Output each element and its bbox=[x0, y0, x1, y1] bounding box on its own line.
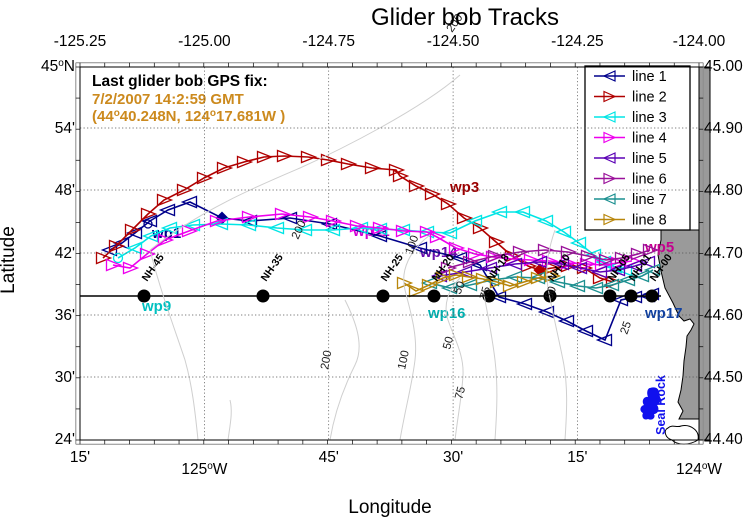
svg-text:30': 30' bbox=[55, 369, 75, 386]
svg-text:line 7: line 7 bbox=[632, 192, 667, 208]
svg-text:(44o40.248N, 124o17.681W ): (44o40.248N, 124o17.681W ) bbox=[92, 108, 285, 126]
svg-text:44.40: 44.40 bbox=[704, 431, 743, 448]
svg-text:line 8: line 8 bbox=[632, 213, 667, 229]
svg-text:45oN: 45oN bbox=[41, 58, 75, 76]
svg-text:-124.50: -124.50 bbox=[427, 33, 480, 50]
svg-text:36': 36' bbox=[55, 307, 75, 324]
svg-text:54': 54' bbox=[55, 120, 75, 137]
svg-text:line 6: line 6 bbox=[632, 172, 667, 188]
svg-text:Latitude: Latitude bbox=[0, 226, 19, 294]
svg-text:44.70: 44.70 bbox=[704, 245, 743, 262]
svg-text:15': 15' bbox=[567, 449, 587, 466]
svg-text:-125.25: -125.25 bbox=[54, 33, 107, 50]
svg-text:44.60: 44.60 bbox=[704, 307, 743, 324]
svg-text:44.50: 44.50 bbox=[704, 369, 743, 386]
svg-text:45': 45' bbox=[319, 449, 339, 466]
svg-text:44.80: 44.80 bbox=[704, 182, 743, 199]
svg-text:-124.25: -124.25 bbox=[551, 33, 604, 50]
svg-text:Last glider bob GPS fix:: Last glider bob GPS fix: bbox=[92, 73, 268, 90]
svg-text:line 3: line 3 bbox=[632, 110, 667, 126]
svg-text:48': 48' bbox=[55, 182, 75, 199]
svg-text:Longitude: Longitude bbox=[348, 497, 431, 518]
svg-text:Seal Rock: Seal Rock bbox=[654, 375, 668, 435]
svg-text:wp17: wp17 bbox=[644, 305, 683, 322]
svg-text:44.90: 44.90 bbox=[704, 120, 743, 137]
svg-text:45.00: 45.00 bbox=[704, 58, 743, 75]
svg-text:125oW: 125oW bbox=[181, 461, 227, 479]
svg-text:-124.00: -124.00 bbox=[673, 33, 726, 50]
svg-text:124oW: 124oW bbox=[676, 461, 722, 479]
svg-text:-125.00: -125.00 bbox=[178, 33, 231, 50]
svg-text:7/2/2007 14:2:59 GMT: 7/2/2007 14:2:59 GMT bbox=[92, 91, 244, 108]
svg-text:line 5: line 5 bbox=[632, 151, 667, 167]
svg-text:wp3: wp3 bbox=[449, 179, 479, 196]
svg-text:15': 15' bbox=[70, 449, 90, 466]
svg-text:Glider bob Tracks: Glider bob Tracks bbox=[371, 4, 559, 31]
svg-text:line 2: line 2 bbox=[632, 90, 667, 106]
svg-text:line 1: line 1 bbox=[632, 69, 667, 85]
svg-text:line 4: line 4 bbox=[632, 131, 667, 147]
svg-text:-124.75: -124.75 bbox=[302, 33, 355, 50]
svg-text:42': 42' bbox=[55, 245, 75, 262]
svg-text:24': 24' bbox=[55, 431, 75, 448]
svg-text:30': 30' bbox=[443, 449, 463, 466]
